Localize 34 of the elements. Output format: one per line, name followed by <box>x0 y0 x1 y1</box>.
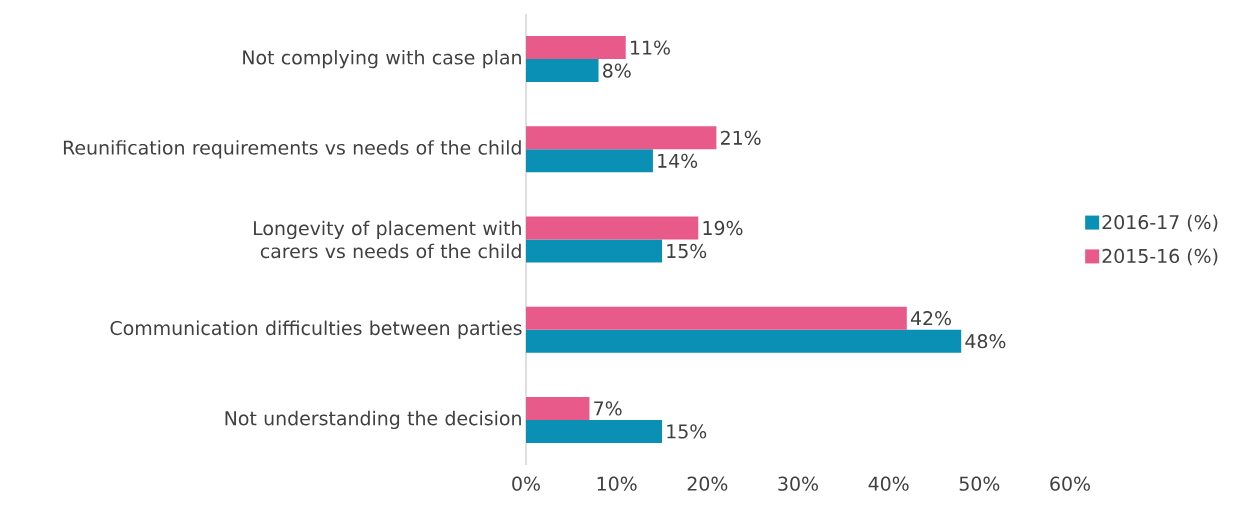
data-label: 19% <box>703 220 743 236</box>
bar <box>526 329 962 353</box>
bar <box>526 216 699 240</box>
bar <box>526 36 626 60</box>
x-tick-label: 40% <box>868 476 909 491</box>
x-tick-label: 20% <box>687 476 728 491</box>
bar <box>526 149 653 173</box>
x-tick-label: 0% <box>512 476 540 491</box>
data-label: 15% <box>667 424 707 439</box>
bar <box>526 306 907 330</box>
y-tick-label: Not understanding the decision <box>225 410 521 430</box>
data-label: 14% <box>658 153 698 168</box>
bar <box>526 126 717 150</box>
bar <box>526 396 590 420</box>
x-tick-label: 30% <box>778 476 818 491</box>
data-label: 8% <box>603 63 631 78</box>
legend-label: 2015-16 (%) <box>1102 248 1218 266</box>
data-label: 7% <box>594 401 622 416</box>
y-tick-label: Communication difficulties between parties <box>110 320 522 339</box>
data-label: 48% <box>965 334 1006 349</box>
data-label: 21% <box>720 130 761 145</box>
legend-label: 2016-17 (%) <box>1102 214 1218 232</box>
x-tick-label: 50% <box>959 476 1000 491</box>
data-label: 11% <box>631 40 670 55</box>
bar <box>526 419 662 443</box>
bar <box>526 239 662 263</box>
y-tick-label: Not complying with case plan <box>243 49 521 69</box>
data-label: 42% <box>910 311 952 326</box>
y-tick-label: Longevity of placement with carers vs needs of the child <box>254 220 521 259</box>
x-tick-label: 10% <box>597 476 637 491</box>
y-tick-label: Reunification requirements vs needs of the child <box>63 140 521 159</box>
data-label: 15% <box>667 243 707 259</box>
x-tick-label: 60% <box>1050 476 1090 491</box>
bar <box>526 59 599 83</box>
